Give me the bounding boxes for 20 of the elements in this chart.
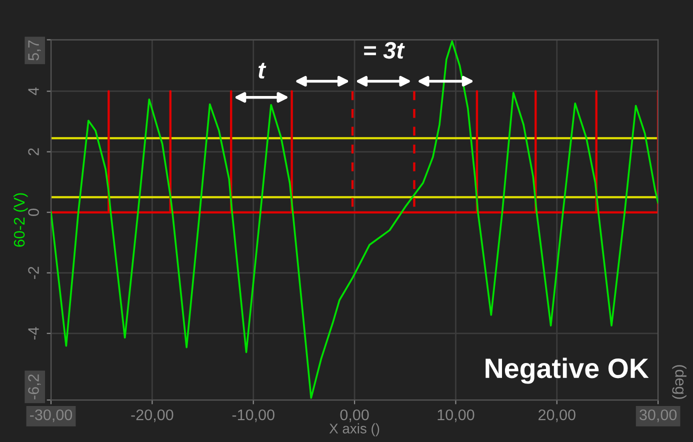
y-tick-label: -6,2 bbox=[28, 374, 41, 400]
annotation: t bbox=[258, 62, 266, 78]
annotation: Negative OK bbox=[486, 358, 649, 384]
y-tick-label: 2 bbox=[28, 148, 39, 156]
annotation: = 3t bbox=[364, 42, 405, 59]
y-tick-label: 5,7 bbox=[28, 40, 41, 60]
y-axis-title: 60-2 (V) bbox=[13, 193, 28, 247]
x-tick-label: 30,00 bbox=[640, 409, 677, 422]
x-tick-label: -10,00 bbox=[232, 409, 274, 422]
x-tick-label: 10,00 bbox=[438, 409, 474, 422]
text: (deg) bbox=[672, 365, 686, 399]
y-tick-label: 0 bbox=[28, 208, 39, 216]
y-tick-label: 4 bbox=[28, 87, 39, 96]
y-tick-label: -2 bbox=[28, 266, 39, 279]
x-axis-title: X axis () bbox=[329, 423, 380, 436]
x-tick-label: -20,00 bbox=[131, 409, 174, 422]
x-tick-label: 0,00 bbox=[340, 409, 369, 422]
x-tick-label: -30,00 bbox=[30, 409, 72, 422]
y-tick-label: -4 bbox=[28, 327, 39, 340]
x-tick-label: 20,00 bbox=[538, 409, 576, 422]
